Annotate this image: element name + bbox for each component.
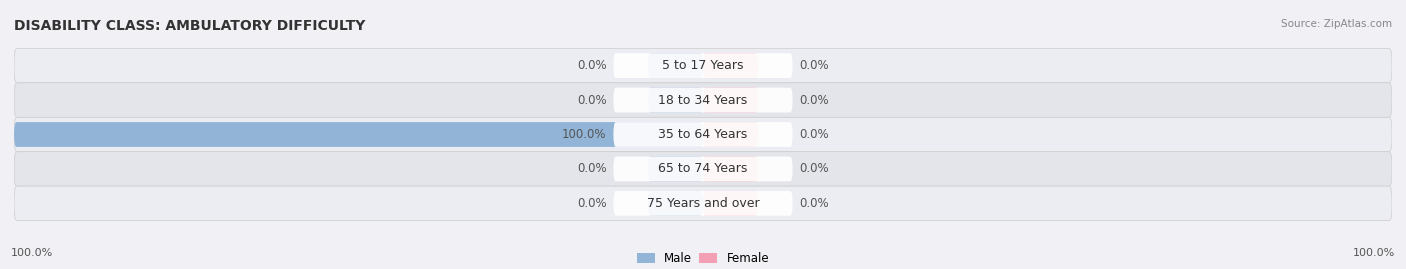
FancyBboxPatch shape (14, 186, 1392, 221)
FancyBboxPatch shape (613, 191, 793, 216)
FancyBboxPatch shape (648, 88, 703, 112)
Text: 65 to 74 Years: 65 to 74 Years (658, 162, 748, 175)
Text: 0.0%: 0.0% (800, 162, 830, 175)
Text: 18 to 34 Years: 18 to 34 Years (658, 94, 748, 107)
Text: DISABILITY CLASS: AMBULATORY DIFFICULTY: DISABILITY CLASS: AMBULATORY DIFFICULTY (14, 19, 366, 33)
Text: 35 to 64 Years: 35 to 64 Years (658, 128, 748, 141)
Text: 0.0%: 0.0% (800, 197, 830, 210)
Text: 0.0%: 0.0% (576, 197, 606, 210)
Text: 100.0%: 100.0% (562, 128, 606, 141)
Text: 100.0%: 100.0% (11, 248, 53, 258)
FancyBboxPatch shape (648, 191, 703, 216)
Text: 0.0%: 0.0% (800, 94, 830, 107)
Text: 0.0%: 0.0% (576, 59, 606, 72)
FancyBboxPatch shape (703, 157, 758, 181)
FancyBboxPatch shape (613, 157, 793, 181)
FancyBboxPatch shape (14, 83, 1392, 117)
FancyBboxPatch shape (703, 191, 758, 216)
FancyBboxPatch shape (613, 88, 793, 112)
FancyBboxPatch shape (703, 88, 758, 112)
Text: 0.0%: 0.0% (576, 94, 606, 107)
Text: 5 to 17 Years: 5 to 17 Years (662, 59, 744, 72)
FancyBboxPatch shape (613, 122, 793, 147)
FancyBboxPatch shape (648, 53, 703, 78)
FancyBboxPatch shape (14, 117, 1392, 152)
FancyBboxPatch shape (613, 53, 793, 78)
Text: Source: ZipAtlas.com: Source: ZipAtlas.com (1281, 19, 1392, 29)
FancyBboxPatch shape (14, 152, 1392, 186)
Text: 0.0%: 0.0% (800, 59, 830, 72)
Text: 100.0%: 100.0% (1353, 248, 1395, 258)
FancyBboxPatch shape (703, 122, 758, 147)
Text: 75 Years and over: 75 Years and over (647, 197, 759, 210)
FancyBboxPatch shape (14, 48, 1392, 83)
FancyBboxPatch shape (648, 157, 703, 181)
FancyBboxPatch shape (14, 122, 703, 147)
FancyBboxPatch shape (703, 53, 758, 78)
Text: 0.0%: 0.0% (576, 162, 606, 175)
Legend: Male, Female: Male, Female (633, 247, 773, 269)
Text: 0.0%: 0.0% (800, 128, 830, 141)
